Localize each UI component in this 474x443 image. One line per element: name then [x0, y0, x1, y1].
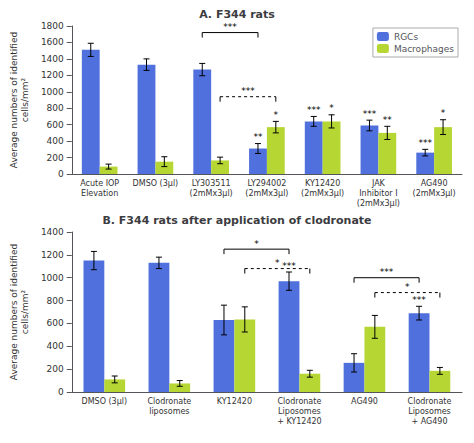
svg-text:Liposomes: Liposomes — [408, 407, 451, 416]
svg-text:400: 400 — [47, 341, 64, 351]
svg-text:KY12420: KY12420 — [217, 397, 252, 406]
svg-text:Elevation: Elevation — [81, 189, 118, 198]
svg-text:+ KY12420: + KY12420 — [277, 417, 322, 426]
svg-text:1400: 1400 — [41, 54, 64, 64]
svg-text:**: ** — [253, 132, 263, 142]
svg-text:Clodronate: Clodronate — [147, 397, 191, 406]
svg-text:**: ** — [383, 115, 393, 125]
svg-text:(2mMx3μl): (2mMx3μl) — [190, 189, 233, 198]
svg-text:JAK: JAK — [371, 179, 386, 188]
svg-text:1600: 1600 — [41, 37, 64, 47]
svg-text:(2mMx3μl): (2mMx3μl) — [245, 189, 288, 198]
svg-text:LY303511: LY303511 — [192, 179, 231, 188]
svg-text:0: 0 — [58, 387, 64, 397]
svg-text:600: 600 — [47, 120, 64, 130]
svg-text:Average numbers of identified: Average numbers of identified — [9, 244, 19, 380]
svg-text:liposomes: liposomes — [149, 407, 189, 416]
svg-text:800: 800 — [47, 103, 64, 113]
svg-text:*: * — [254, 239, 259, 249]
svg-text:1000: 1000 — [41, 273, 64, 283]
svg-text:Clodronate: Clodronate — [408, 397, 452, 406]
svg-text:***: *** — [223, 22, 237, 32]
svg-text:600: 600 — [47, 318, 64, 328]
svg-text:cells/mm²: cells/mm² — [20, 289, 30, 334]
svg-text:Macrophages: Macrophages — [394, 44, 454, 54]
svg-text:0: 0 — [58, 169, 64, 179]
svg-text:(2mMx3μl): (2mMx3μl) — [301, 189, 344, 198]
svg-text:KY12420: KY12420 — [305, 179, 340, 188]
svg-text:***: *** — [380, 267, 394, 277]
svg-text:Clodronate: Clodronate — [278, 397, 322, 406]
svg-text:1000: 1000 — [41, 87, 64, 97]
svg-text:1200: 1200 — [41, 250, 64, 260]
svg-text:AG490: AG490 — [351, 397, 378, 406]
svg-text:800: 800 — [47, 296, 64, 306]
svg-text:*: * — [405, 282, 410, 292]
svg-text:*: * — [329, 103, 334, 113]
svg-text:200: 200 — [47, 364, 64, 374]
svg-text:(2mMx3μl): (2mMx3μl) — [357, 199, 400, 208]
svg-text:*: * — [441, 108, 446, 118]
svg-text:***: *** — [363, 109, 377, 119]
svg-text:RGCs: RGCs — [394, 32, 419, 42]
svg-text:1200: 1200 — [41, 70, 64, 80]
svg-text:200: 200 — [47, 153, 64, 163]
svg-text:1800: 1800 — [41, 21, 64, 31]
svg-text:Inhibitor I: Inhibitor I — [359, 189, 397, 198]
svg-text:***: *** — [241, 86, 255, 96]
svg-text:+ AG490: + AG490 — [411, 417, 447, 426]
svg-text:DMSO (3μl): DMSO (3μl) — [82, 397, 128, 406]
svg-text:***: *** — [418, 138, 432, 148]
svg-text:DMSO (3μl): DMSO (3μl) — [133, 179, 179, 188]
svg-text:Average numbers of identified: Average numbers of identified — [9, 32, 19, 168]
svg-text:AG490: AG490 — [421, 179, 448, 188]
svg-text:***: *** — [412, 295, 426, 305]
svg-text:1400: 1400 — [41, 227, 64, 237]
svg-text:Liposomes: Liposomes — [278, 407, 321, 416]
svg-text:*: * — [274, 110, 279, 120]
svg-text:(2mMx3μl): (2mMx3μl) — [413, 189, 456, 198]
svg-text:LY294002: LY294002 — [247, 179, 286, 188]
svg-text:cells/mm²: cells/mm² — [20, 77, 30, 122]
svg-text:A. F344 rats: A. F344 rats — [199, 8, 275, 21]
svg-text:B. F344 rats after application: B. F344 rats after application of clodro… — [102, 214, 371, 227]
svg-text:*: * — [275, 258, 280, 268]
svg-text:***: *** — [307, 105, 321, 115]
svg-text:400: 400 — [47, 136, 64, 146]
svg-text:Acute IOP: Acute IOP — [80, 179, 119, 188]
